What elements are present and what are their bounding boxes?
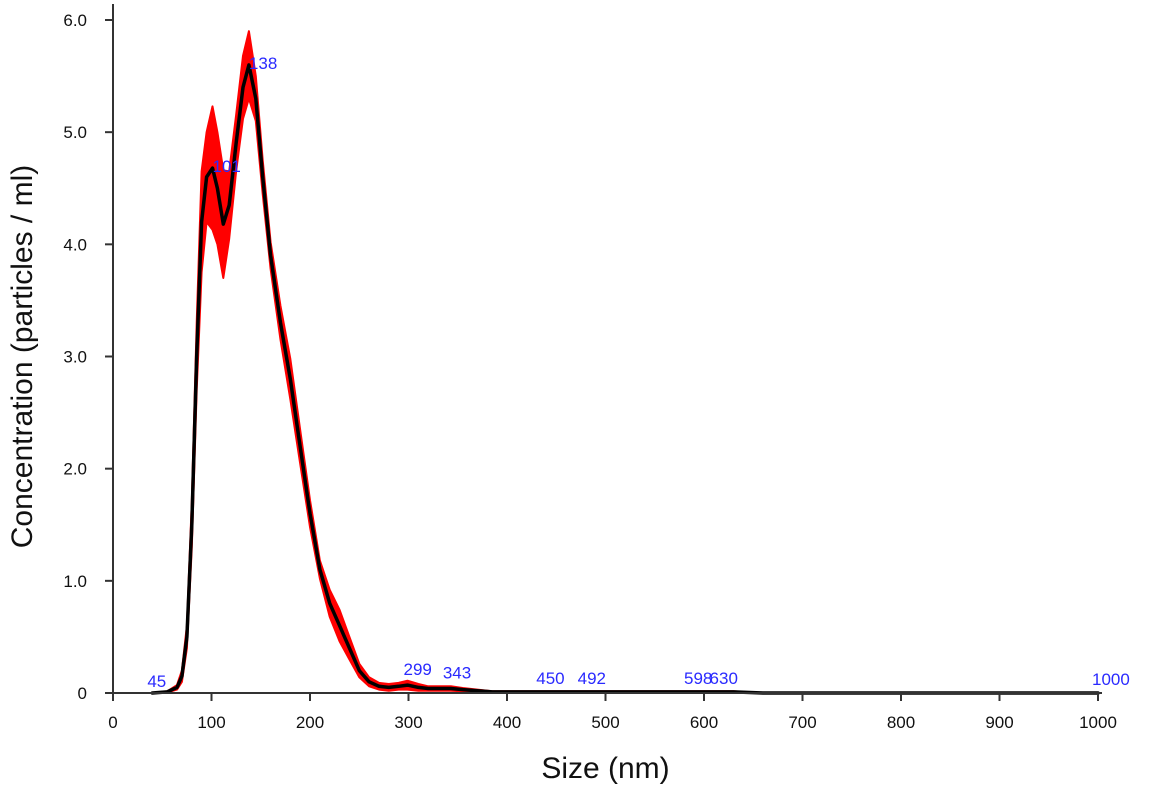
x-tick-label: 300 <box>394 713 422 732</box>
x-tick-label: 900 <box>985 713 1013 732</box>
y-tick-label: 4.0 <box>63 235 87 254</box>
x-tick-label: 700 <box>788 713 816 732</box>
x-axis-title: Size (nm) <box>541 752 669 785</box>
x-tick-label: 200 <box>296 713 324 732</box>
x-tick-label: 1000 <box>1079 713 1117 732</box>
y-tick-label: 1.0 <box>63 572 87 591</box>
peak-label: 343 <box>443 664 471 683</box>
y-ticks: 0 1.0 2.0 3.0 4.0 5.0 6.0 <box>63 11 113 703</box>
y-tick-label: 3.0 <box>63 348 87 367</box>
y-tick-label: 2.0 <box>63 460 87 479</box>
peak-label: 492 <box>578 669 606 688</box>
x-ticks: 0 100 200 300 400 500 600 700 800 900 1000 <box>108 693 1117 732</box>
x-tick-label: 500 <box>591 713 619 732</box>
y-axis-title: Concentration (particles / ml) <box>6 165 39 548</box>
peak-label: 1000 <box>1092 670 1130 689</box>
mean-line-layer <box>150 63 1100 695</box>
mean-concentration-line <box>150 63 1100 695</box>
peak-label: 299 <box>404 660 432 679</box>
peak-label: 101 <box>212 157 240 176</box>
y-tick-label: 6.0 <box>63 11 87 30</box>
x-tick-label: 0 <box>108 713 117 732</box>
y-tick-label: 0 <box>78 684 87 703</box>
x-tick-label: 400 <box>493 713 521 732</box>
x-tick-label: 600 <box>690 713 718 732</box>
axes <box>112 4 1102 694</box>
x-tick-label: 800 <box>887 713 915 732</box>
peak-label: 45 <box>147 672 166 691</box>
peak-label: 138 <box>249 54 277 73</box>
error-band-layer <box>151 30 1099 694</box>
error-band <box>151 30 1099 694</box>
peak-label: 598 <box>684 669 712 688</box>
y-tick-label: 5.0 <box>63 123 87 142</box>
peak-label: 450 <box>536 669 564 688</box>
peak-label: 630 <box>710 669 738 688</box>
x-tick-label: 100 <box>197 713 225 732</box>
